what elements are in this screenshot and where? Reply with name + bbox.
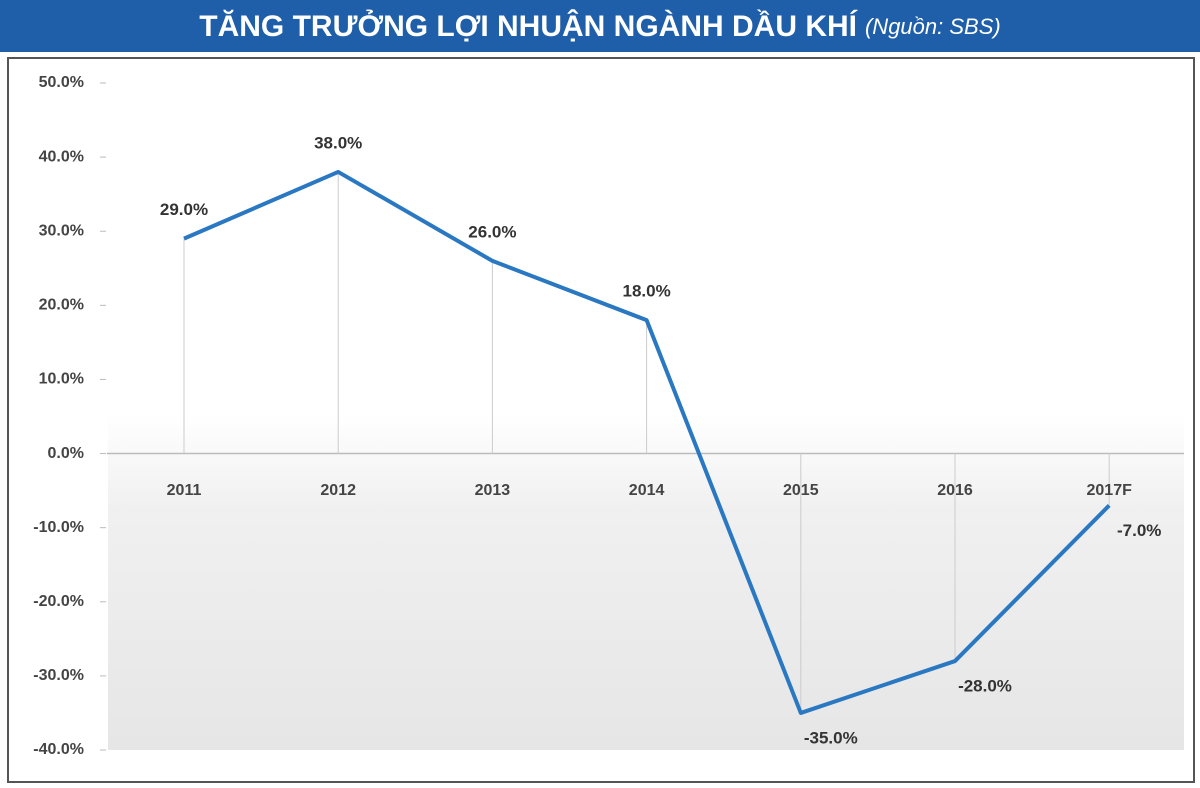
data-label: 29.0% [160,200,208,219]
y-tick-label: 50.0% [39,74,84,91]
y-tick-label: 0.0% [48,445,84,462]
data-label: 18.0% [622,282,670,301]
x-tick-label: 2016 [937,482,973,499]
y-tick-label: 20.0% [39,297,84,314]
x-tick-label: 2014 [629,482,665,499]
data-label: 26.0% [468,222,516,241]
x-tick-label: 2015 [783,482,819,499]
x-tick-label: 2013 [475,482,511,499]
data-label: -35.0% [804,728,858,747]
frame [7,57,1195,783]
data-label: -7.0% [1117,521,1161,540]
x-tick-label: 2017F [1087,482,1133,499]
y-tick-label: -30.0% [33,667,84,684]
title: TĂNG TRƯỞNG LỢI NHUẬN NGÀNH DẦU KHÍ (Nguồ… [199,9,1000,43]
y-tick-label: 10.0% [39,371,84,388]
title-bar [0,0,1200,52]
x-tick-label: 2012 [320,482,356,499]
plot-background [108,270,1184,750]
x-tick-label: 2011 [167,482,202,499]
line [183,169,1111,715]
chart-subtitle: (Nguồn: SBS) [865,14,1001,39]
data-label: 38.0% [314,133,362,152]
y-tick-label: 30.0% [39,222,84,239]
y-tick-label: 40.0% [39,148,84,165]
y-tick-label: -10.0% [33,519,84,536]
y-tick-label: -40.0% [33,741,84,758]
y-tick-label: -20.0% [33,593,84,610]
data-label: -28.0% [958,677,1012,696]
chart-title: TĂNG TRƯỞNG LỢI NHUẬN NGÀNH DẦU KHÍ [199,9,857,43]
